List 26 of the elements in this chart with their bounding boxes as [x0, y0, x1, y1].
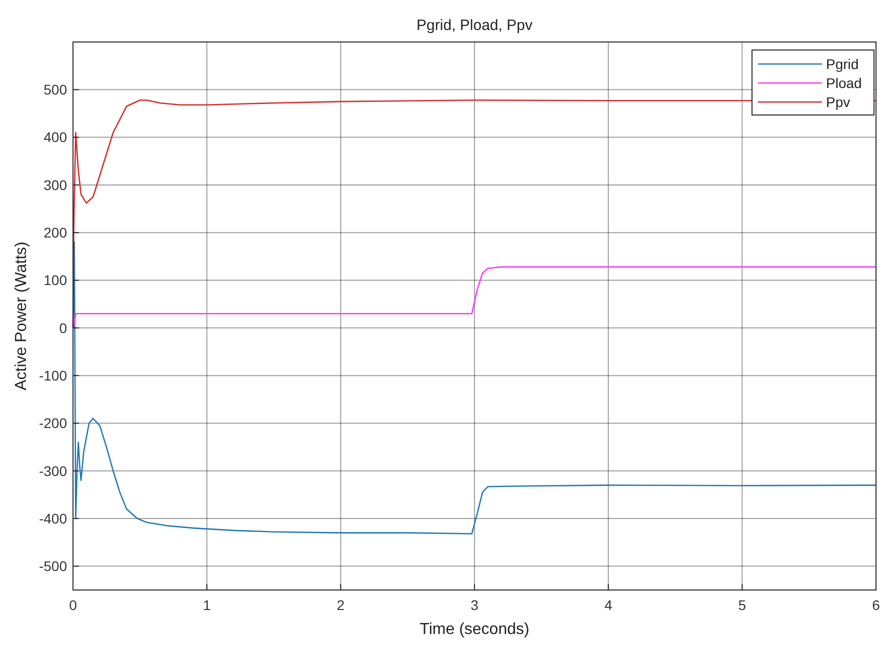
chart-title: Pgrid, Pload, Ppv — [416, 17, 533, 34]
y-tick-label: 500 — [44, 82, 68, 98]
y-tick-label: -200 — [38, 415, 68, 432]
x-tick-label: 4 — [604, 597, 612, 613]
y-axis-title: Active Power (Watts) — [13, 242, 30, 390]
y-tick-label: 0 — [59, 320, 68, 336]
y-tick-label: 100 — [44, 272, 68, 288]
x-tick-label: 2 — [336, 597, 345, 613]
line-series — [72, 266, 877, 329]
y-tick-label: 300 — [44, 176, 68, 193]
y-tick-label: 400 — [44, 129, 68, 146]
x-tick-label: 0 — [69, 597, 78, 613]
legend-label: Pload — [826, 74, 862, 91]
legend-label: Ppv — [826, 94, 850, 110]
legend-label: Pgrid — [826, 56, 859, 72]
x-tick-label: 3 — [470, 597, 479, 613]
line-series — [72, 241, 877, 534]
y-tick-label: -300 — [38, 462, 68, 479]
x-axis-title: Time (seconds) — [420, 621, 530, 638]
x-tick-label: 1 — [202, 597, 211, 613]
y-tick-label: -100 — [38, 367, 68, 384]
x-tick-label: 5 — [738, 597, 746, 613]
y-tick-label: -400 — [38, 510, 68, 526]
y-tick-label: -500 — [38, 558, 68, 574]
y-tick-label: 200 — [44, 224, 68, 241]
x-tick-label: 6 — [872, 597, 880, 613]
